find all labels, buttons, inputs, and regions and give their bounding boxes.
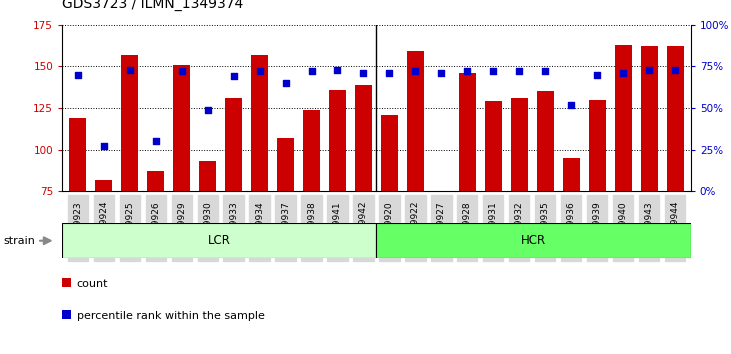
Point: [202, 107, 213, 113]
Text: count: count: [77, 279, 108, 289]
Text: GDS3723 / ILMN_1349374: GDS3723 / ILMN_1349374: [62, 0, 243, 11]
Bar: [485, 101, 501, 191]
Bar: [615, 45, 632, 191]
Text: percentile rank within the sample: percentile rank within the sample: [77, 311, 265, 321]
Bar: [641, 46, 658, 191]
Point: [280, 80, 292, 86]
Bar: [537, 91, 554, 191]
Bar: [69, 118, 86, 191]
Bar: [376, 223, 691, 258]
Point: [436, 70, 447, 76]
Point: [461, 69, 473, 74]
Point: [539, 69, 551, 74]
Bar: [511, 98, 528, 191]
Bar: [95, 179, 112, 191]
Point: [228, 74, 240, 79]
Point: [591, 72, 603, 78]
Point: [409, 69, 421, 74]
Point: [670, 67, 681, 73]
Bar: [589, 99, 606, 191]
Bar: [329, 90, 346, 191]
Point: [384, 70, 395, 76]
Point: [254, 69, 265, 74]
Bar: [225, 98, 242, 191]
Bar: [563, 158, 580, 191]
Bar: [407, 51, 424, 191]
Bar: [173, 65, 190, 191]
Bar: [277, 138, 294, 191]
Bar: [667, 46, 683, 191]
Point: [150, 138, 162, 144]
Point: [566, 102, 577, 108]
Point: [488, 69, 499, 74]
Point: [72, 72, 83, 78]
Bar: [251, 55, 268, 191]
Bar: [381, 115, 398, 191]
Bar: [147, 171, 164, 191]
Point: [643, 67, 655, 73]
Point: [513, 69, 525, 74]
Point: [357, 70, 369, 76]
Bar: [62, 223, 376, 258]
Bar: [459, 73, 476, 191]
Bar: [199, 161, 216, 191]
Point: [618, 70, 629, 76]
Bar: [121, 55, 138, 191]
Text: strain: strain: [4, 236, 36, 246]
Bar: [355, 85, 372, 191]
Text: LCR: LCR: [208, 234, 231, 247]
Point: [306, 69, 317, 74]
Bar: [303, 110, 320, 191]
Point: [175, 69, 187, 74]
Point: [332, 67, 344, 73]
Point: [124, 67, 135, 73]
Text: HCR: HCR: [521, 234, 546, 247]
Point: [98, 143, 110, 149]
